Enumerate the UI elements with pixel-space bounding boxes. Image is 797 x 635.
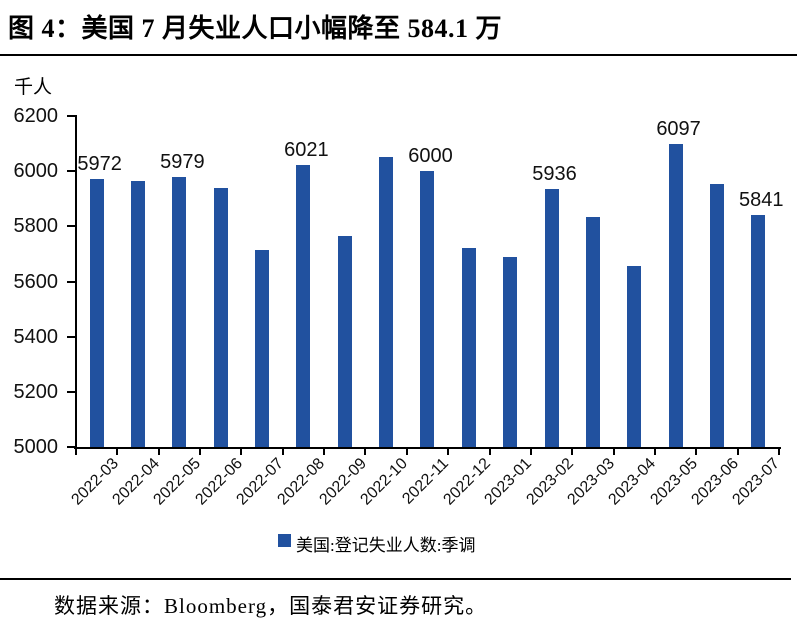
x-axis-tick [75, 449, 77, 455]
y-axis-line [75, 115, 77, 449]
y-axis-tick [67, 446, 76, 448]
bar-2023-03 [585, 216, 600, 447]
bar-2022-04 [131, 180, 146, 447]
legend-swatch-icon [278, 534, 291, 547]
y-axis-tick [67, 390, 76, 393]
x-axis-tick [405, 449, 408, 455]
bar-2022-09 [337, 235, 352, 447]
x-axis-tick [488, 449, 491, 455]
figure-title: 图 4：美国 7 月失业人口小幅降至 584.1 万 [8, 14, 503, 43]
y-axis-tick [67, 170, 76, 173]
x-axis-tick [364, 449, 367, 455]
x-axis-tick [199, 449, 202, 455]
y-axis-tick-label: 6000 [13, 160, 59, 183]
y-axis-tick [67, 335, 76, 338]
bar-value-label: 5841 [739, 189, 784, 212]
bar-2022-06 [213, 187, 228, 447]
x-axis-tick [116, 449, 119, 455]
bar-2022-05 [172, 176, 187, 447]
bar-value-label: 6097 [656, 118, 701, 141]
bar-2022-11 [420, 171, 435, 447]
x-axis-tick [281, 449, 284, 455]
x-axis-tick [571, 449, 574, 455]
y-axis-tick [67, 280, 76, 283]
bar-value-label: 6000 [408, 145, 453, 168]
bar-value-label: 5972 [77, 152, 122, 175]
y-axis-tick-label: 5600 [13, 270, 59, 293]
x-axis-tick [777, 449, 780, 455]
y-axis-unit-label: 千人 [14, 77, 53, 98]
y-axis-tick-label: 5200 [13, 380, 59, 403]
bar-2023-06 [709, 183, 724, 447]
x-axis-tick [447, 449, 450, 455]
bar-2023-04 [627, 266, 642, 447]
y-axis-tick [67, 225, 76, 228]
y-axis-tick-label: 6200 [13, 105, 59, 127]
x-axis-tick [653, 449, 656, 455]
x-axis-line [74, 447, 781, 449]
bar-2023-05 [668, 144, 683, 447]
bar-value-label: 5936 [532, 162, 577, 185]
bar-chart: 千人 5000 5200 5400 5600 5800 6000 6200 5972 2022-… [13, 77, 784, 556]
bar-2023-01 [503, 256, 518, 447]
bar-2022-12 [461, 248, 476, 447]
bar-2022-07 [255, 249, 270, 447]
bar-value-label: 6021 [284, 139, 329, 162]
x-axis-tick [323, 449, 326, 455]
x-axis-tick [612, 449, 615, 455]
y-axis-tick-label: 5800 [13, 215, 59, 238]
bar-2022-08 [296, 165, 311, 447]
x-axis-tick [695, 449, 698, 455]
data-source-note: 数据来源：Bloomberg，国泰君安证券研究。 [54, 594, 488, 618]
y-axis-tick-label: 5000 [13, 436, 59, 458]
x-axis-tick [736, 449, 739, 455]
x-axis-tick [529, 449, 532, 455]
x-axis-tick [240, 449, 243, 455]
y-axis-tick [67, 115, 76, 117]
source-divider [0, 578, 791, 580]
bar-2022-03 [89, 178, 104, 447]
bar-value-label: 5979 [160, 150, 205, 173]
x-axis-tick [157, 449, 160, 455]
legend-label: 美国:登记失业人数:季调 [296, 536, 476, 555]
bar-2023-02 [544, 188, 559, 447]
bar-2022-10 [379, 157, 394, 447]
title-divider [0, 54, 797, 56]
bar-2023-07 [751, 215, 766, 447]
y-axis-tick-label: 5400 [13, 325, 59, 348]
legend: 美国:登记失业人数:季调 [278, 531, 475, 556]
